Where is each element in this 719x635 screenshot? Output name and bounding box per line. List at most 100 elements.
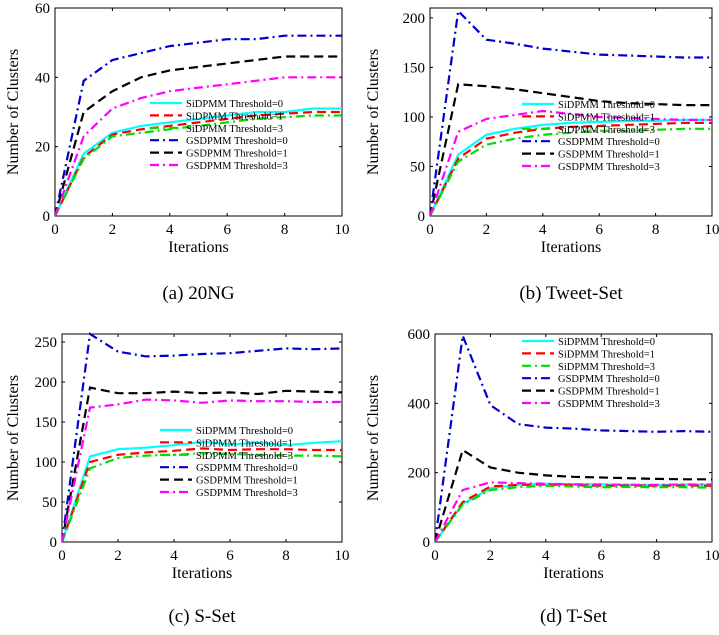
- y-tick-label: 200: [403, 11, 426, 27]
- x-tick-label: 0: [426, 222, 434, 238]
- y-axis-label: Number of Clusters: [5, 49, 22, 175]
- legend-label: SiDPMM Threshold=3: [196, 451, 293, 462]
- plot-frame: [61, 333, 343, 543]
- y-tick-label: 400: [408, 396, 431, 412]
- plot-frame: [54, 7, 343, 217]
- panel-caption: (b) Tweet-Set: [519, 283, 623, 304]
- series-line-0: [55, 107, 342, 216]
- legend-label: GSDPMM Threshold=1: [558, 150, 660, 161]
- legend-label: GSDPMM Threshold=3: [196, 488, 298, 499]
- x-tick-label: 4: [542, 548, 550, 564]
- x-tick-label: 2: [109, 222, 117, 238]
- y-tick-label: 100: [35, 455, 58, 471]
- x-tick-label: 10: [335, 222, 350, 238]
- legend-label: SiDPMM Threshold=0: [186, 99, 283, 110]
- series-line-4: [430, 83, 712, 216]
- series-line-3: [55, 34, 342, 216]
- x-tick-label: 2: [114, 548, 122, 564]
- y-tick-label: 0: [418, 209, 426, 225]
- series-line-4: [55, 55, 342, 216]
- y-tick-label: 0: [50, 535, 58, 551]
- series-line-3: [62, 332, 342, 542]
- y-axis-label: Number of Clusters: [365, 375, 382, 501]
- panel-caption: (d) T-Set: [540, 606, 608, 627]
- legend-label: SiDPMM Threshold=3: [186, 124, 283, 135]
- series-line-5: [430, 109, 712, 216]
- y-tick-label: 150: [35, 415, 58, 431]
- legend-label: SiDPMM Threshold=3: [558, 125, 655, 136]
- legend-label: GSDPMM Threshold=0: [558, 374, 660, 385]
- x-tick-label: 2: [487, 548, 495, 564]
- legend-label: GSDPMM Threshold=3: [186, 161, 288, 172]
- chart-panel-3: 0 2 4 6 8 10 0 200 400 600 Iterations Number of Clu…: [365, 327, 719, 627]
- series-line-0: [435, 482, 712, 542]
- x-tick-label: 0: [431, 548, 439, 564]
- panel-caption: (c) S-Set: [168, 606, 236, 627]
- series-line-0: [430, 118, 712, 216]
- series-line-5: [55, 76, 342, 216]
- legend-label: SiDPMM Threshold=0: [196, 426, 293, 437]
- x-tick-label: 0: [58, 548, 66, 564]
- series-line-2: [430, 127, 712, 216]
- x-tick-label: 4: [166, 222, 174, 238]
- series-line-1: [62, 447, 342, 542]
- legend-label: GSDPMM Threshold=3: [558, 162, 660, 173]
- x-tick-label: 6: [223, 222, 231, 238]
- x-tick-label: 2: [483, 222, 491, 238]
- y-tick-label: 200: [35, 375, 58, 391]
- series-line-2: [62, 452, 342, 542]
- legend-label: SiDPMM Threshold=3: [558, 362, 655, 373]
- x-tick-label: 10: [705, 222, 719, 238]
- y-tick-label: 60: [35, 1, 50, 17]
- legend-label: GSDPMM Threshold=0: [196, 463, 298, 474]
- series-line-1: [430, 121, 712, 216]
- x-axis-label: Iterations: [541, 239, 601, 256]
- legend-label: GSDPMM Threshold=0: [186, 136, 288, 147]
- y-tick-label: 150: [403, 60, 426, 76]
- y-tick-label: 200: [408, 466, 431, 482]
- legend-label: GSDPMM Threshold=1: [558, 387, 660, 398]
- y-tick-label: 600: [408, 327, 431, 343]
- x-axis-label: Iterations: [543, 565, 603, 582]
- x-tick-label: 6: [597, 548, 605, 564]
- series-line-3: [435, 332, 712, 542]
- x-tick-label: 8: [652, 222, 660, 238]
- y-axis-label: Number of Clusters: [5, 375, 22, 501]
- series-line-1: [435, 483, 712, 542]
- y-tick-label: 40: [35, 70, 50, 86]
- legend-label: GSDPMM Threshold=3: [558, 399, 660, 410]
- plot-frame: [434, 333, 713, 543]
- y-tick-label: 20: [35, 140, 50, 156]
- y-tick-label: 50: [42, 495, 57, 511]
- y-tick-label: 0: [43, 209, 51, 225]
- series-line-5: [62, 398, 342, 542]
- x-tick-label: 6: [226, 548, 234, 564]
- panel-caption: (a) 20NG: [162, 283, 235, 304]
- legend-label: GSDPMM Threshold=1: [186, 149, 288, 160]
- legend-label: GSDPMM Threshold=0: [558, 137, 660, 148]
- x-tick-label: 8: [282, 548, 290, 564]
- y-tick-label: 100: [403, 110, 426, 126]
- x-tick-label: 4: [539, 222, 547, 238]
- y-axis-label: Number of Clusters: [365, 49, 382, 175]
- series-line-5: [435, 481, 712, 542]
- series-line-2: [435, 484, 712, 542]
- series-line-1: [55, 110, 342, 216]
- x-tick-label: 8: [653, 548, 661, 564]
- legend-label: SiDPMM Threshold=1: [558, 349, 655, 360]
- legend-label: SiDPMM Threshold=1: [186, 111, 283, 122]
- y-tick-label: 50: [410, 159, 425, 175]
- plot-frame: [429, 7, 713, 217]
- legend-label: GSDPMM Threshold=1: [196, 476, 298, 487]
- series-line-4: [435, 448, 712, 542]
- x-axis-label: Iterations: [168, 239, 228, 256]
- chart-panel-0: 0 2 4 6 8 10 0 20 40 60 Iterations Number of Cluste…: [5, 1, 350, 304]
- x-tick-label: 0: [51, 222, 59, 238]
- legend-label: SiDPMM Threshold=1: [558, 112, 655, 123]
